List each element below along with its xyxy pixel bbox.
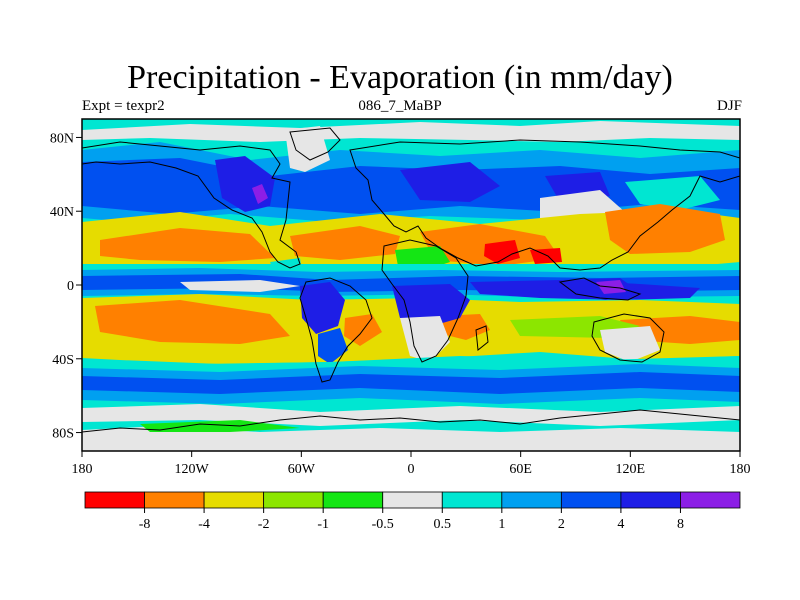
- colorbar-swatch: [620, 491, 681, 509]
- colorbar: -8 -4 -2 -1 -0.5 0.5 1 2 4 8: [84, 491, 741, 532]
- field-n-atlantic-darkblue: [400, 162, 500, 202]
- coastline-africa: [381, 239, 469, 363]
- field-africa-darkblue: [392, 284, 470, 326]
- field-australia-gray: [600, 326, 660, 362]
- field-n-red-patch: [484, 240, 520, 264]
- colorbar-swatch: [322, 491, 384, 509]
- field-s-subtropic-orange-pacific: [95, 300, 290, 344]
- colorbar-label: 8: [677, 517, 684, 532]
- coastline-north-america: [82, 141, 301, 269]
- colorbar-swatch: [382, 491, 443, 509]
- colorbar-label: -0.5: [372, 517, 394, 532]
- coastline-south-america: [299, 277, 373, 383]
- lon-tick-label: 120E: [616, 462, 646, 477]
- coastline-australia: [591, 313, 665, 363]
- field-s-blue: [82, 372, 740, 394]
- season-label: DJF: [716, 98, 742, 114]
- lon-tick-label: 0: [408, 462, 415, 477]
- lat-tick-label: 80S: [52, 427, 74, 442]
- colorbar-swatch: [680, 491, 741, 509]
- lat-tick-label: 0: [67, 279, 74, 294]
- colorbar-swatch: [560, 491, 622, 509]
- colorbar-label: 4: [617, 517, 624, 532]
- colorbar-label: -4: [198, 517, 210, 532]
- lon-tick-label: 60E: [509, 462, 532, 477]
- colorbar-label: 2: [558, 517, 565, 532]
- coastline-antarctica: [82, 409, 740, 433]
- lon-tick-label: 60W: [288, 462, 316, 477]
- coastline-greenland: [289, 127, 341, 161]
- field-samerica-darkblue: [300, 282, 345, 334]
- colorbar-label: -2: [258, 517, 270, 532]
- lat-tick-label: 40S: [52, 353, 74, 368]
- colorbar-label: 1: [498, 517, 505, 532]
- coastline-maritime: [558, 277, 642, 301]
- longitude-axis: 180 120W 60W 0 60E 120E 180: [72, 451, 751, 477]
- colorbar-swatch: [263, 491, 324, 509]
- field-n-pacific-purple: [252, 184, 268, 204]
- field-n-continent-gray: [285, 126, 330, 172]
- colorbar-swatch: [84, 491, 145, 509]
- lon-tick-label: 180: [730, 462, 751, 477]
- time-period-label: 086_7_MaBP: [358, 98, 442, 114]
- colorbar-swatch: [441, 491, 503, 509]
- colorbar-label: -8: [139, 517, 151, 532]
- colorbar-swatch: [144, 491, 205, 509]
- coastlines: [82, 127, 740, 433]
- field-s-gray-antarctic: [82, 426, 740, 451]
- colorbar-label: 0.5: [434, 517, 452, 532]
- lon-tick-label: 180: [72, 462, 93, 477]
- coastline-madagascar: [475, 325, 489, 351]
- latitude-axis: 80N 40N 0 40S 80S: [50, 131, 82, 442]
- lon-tick-label: 120W: [175, 462, 210, 477]
- map-field: [82, 119, 740, 451]
- field-africa-gray: [400, 316, 450, 362]
- field-arctic-gray: [82, 121, 740, 142]
- field-samerica-blue: [318, 328, 348, 364]
- field-n-subtropic-orange-atlantic: [290, 226, 400, 260]
- map-title: Precipitation - Evaporation (in mm/day): [127, 59, 673, 96]
- colorbar-swatch: [501, 491, 562, 509]
- colorbar-label: -1: [317, 517, 329, 532]
- field-n-subtropic-orange-west-pacific: [605, 204, 725, 254]
- experiment-label: Expt = texpr2: [82, 98, 165, 114]
- coastline-eurasia: [349, 139, 740, 271]
- field-n-subtropic-orange-pacific: [100, 228, 275, 262]
- lat-tick-label: 80N: [50, 131, 74, 146]
- colorbar-swatch: [203, 491, 265, 509]
- field-s-subtropic-orange-indian: [440, 314, 490, 340]
- field-s-gray-strip: [82, 404, 740, 426]
- lat-tick-label: 40N: [50, 205, 74, 220]
- field-eq-gray-west: [180, 280, 300, 292]
